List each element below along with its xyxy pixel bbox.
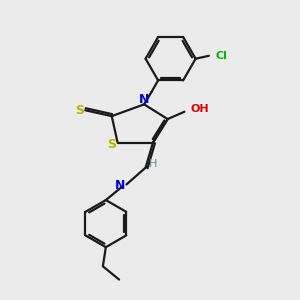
Text: N: N: [116, 179, 126, 192]
Text: S: S: [106, 138, 116, 151]
Text: N: N: [139, 93, 149, 106]
Text: Cl: Cl: [216, 51, 227, 61]
Text: S: S: [75, 104, 84, 117]
Text: H: H: [149, 159, 157, 169]
Text: OH: OH: [190, 104, 209, 114]
